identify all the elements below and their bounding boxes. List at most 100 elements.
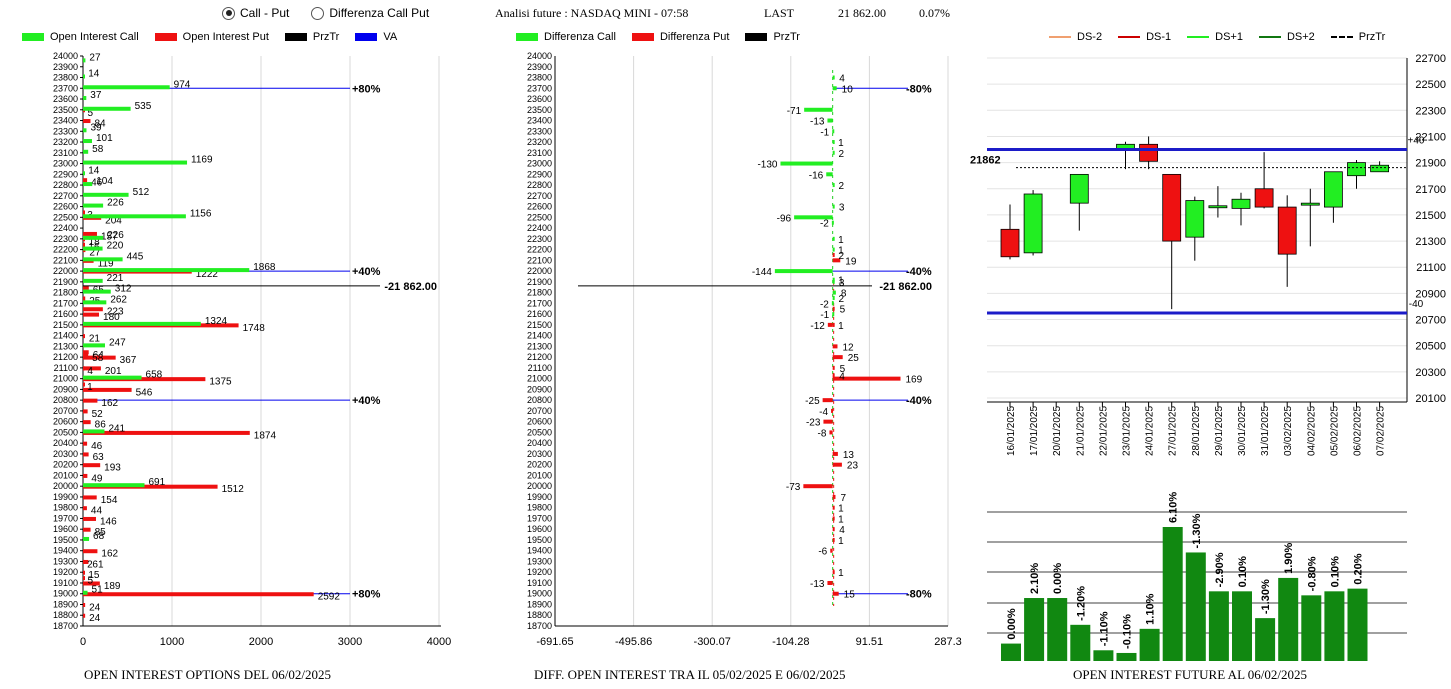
diff-put-bar xyxy=(827,322,833,327)
oi-put-bar xyxy=(83,387,132,392)
diff-va-label: -80% xyxy=(906,83,932,95)
candle-date-label: 03/02/2025 xyxy=(1283,406,1294,456)
oi-y-tick: 22800 xyxy=(53,180,78,190)
candle-body xyxy=(1254,188,1274,208)
diff-y-tick: 19100 xyxy=(527,578,552,588)
oi-put-value: 157 xyxy=(101,231,118,242)
oi-put-value: 46 xyxy=(91,178,103,189)
diff-put-value: -25 xyxy=(805,396,820,407)
diff-put-value: -12 xyxy=(810,321,825,332)
oi-call-value: 226 xyxy=(107,198,124,209)
diff-call-value: -96 xyxy=(777,213,792,224)
oi-y-tick: 20300 xyxy=(53,449,78,459)
legend-swatch-diff-call xyxy=(516,33,538,41)
oi-call-bar xyxy=(83,192,129,197)
oi-put-bar xyxy=(83,398,98,403)
diff-x-tick: 91.51 xyxy=(856,636,884,648)
oi-put-value: 1375 xyxy=(209,377,232,388)
diff-y-tick: 21700 xyxy=(527,298,552,308)
oi-y-tick: 24000 xyxy=(53,51,78,61)
oi-put-bar xyxy=(83,178,88,183)
candle-level-label: +40 xyxy=(1408,136,1425,147)
future-bar-label: 1.90% xyxy=(1283,543,1295,574)
oi-call-bar xyxy=(83,203,104,208)
diff-put-value: 1 xyxy=(838,321,844,332)
diff-x-tick: -691.65 xyxy=(536,636,573,648)
oi-y-tick: 18800 xyxy=(53,610,78,620)
radio-differenza[interactable]: Differenza Call Put xyxy=(311,6,429,20)
diff-y-tick: 21200 xyxy=(527,352,552,362)
oi-put-value: 64 xyxy=(93,350,105,361)
oi-call-bar xyxy=(83,375,142,380)
diff-call-bar xyxy=(832,290,836,295)
diff-call-bar xyxy=(832,277,835,282)
oi-put-bar xyxy=(83,355,116,360)
diff-y-tick: 23600 xyxy=(527,94,552,104)
diff-put-value: 19 xyxy=(845,256,857,267)
candle-body xyxy=(1300,202,1320,206)
oi-put-bar xyxy=(83,441,88,446)
oi-y-tick: 23100 xyxy=(53,148,78,158)
oi-put-value: 63 xyxy=(93,452,105,463)
oi-y-tick: 19500 xyxy=(53,535,78,545)
oi-y-tick: 19600 xyxy=(53,524,78,534)
diff-y-tick: 20500 xyxy=(527,427,552,437)
oi-y-tick: 23600 xyxy=(53,94,78,104)
last-label: LAST xyxy=(764,6,794,20)
mode-radio-group: Call - Put Differenza Call Put xyxy=(222,6,451,20)
legend-line-prztr xyxy=(1330,36,1353,38)
legend-swatch-prztr xyxy=(284,33,307,41)
oi-put-bar xyxy=(83,312,100,317)
future-footer-title: OPEN INTEREST FUTURE AL 06/02/2025 xyxy=(1073,667,1308,682)
future-bar-label: 0.00% xyxy=(1006,608,1018,639)
oi-call-bar xyxy=(83,235,104,240)
diff-call-bar xyxy=(831,301,834,306)
legend-swatch-put xyxy=(154,33,177,41)
diff-call-value: -13 xyxy=(810,117,825,128)
diff-put-bar xyxy=(832,355,843,360)
diff-call-value: 1 xyxy=(838,246,844,257)
diff-y-tick: 21900 xyxy=(527,277,552,287)
oi-call-value: 104 xyxy=(96,176,113,187)
oi-put-bar xyxy=(83,382,85,387)
diff-y-tick: 21400 xyxy=(527,331,552,341)
oi-put-bar xyxy=(83,473,88,478)
diff-call-value: 2 xyxy=(838,181,844,192)
oi-call-bar xyxy=(83,268,250,273)
candle-date-label: 17/01/2025 xyxy=(1029,406,1040,456)
oi-call-value: 226 xyxy=(107,230,124,241)
diff-y-tick: 23200 xyxy=(527,137,552,147)
oi-put-value: 86 xyxy=(95,420,107,431)
diff-y-tick: 18900 xyxy=(527,599,552,609)
oi-call-value: 221 xyxy=(107,273,124,284)
oi-put-bar xyxy=(83,420,91,425)
oi-call-value: 68 xyxy=(93,531,105,542)
diff-call-bar xyxy=(832,236,835,241)
diff-y-tick: 23700 xyxy=(527,83,552,93)
future-bar-label: 2.10% xyxy=(1029,563,1041,594)
change-value: 0.07% xyxy=(919,6,950,20)
diff-y-tick: 22600 xyxy=(527,202,552,212)
candle-y-tick: 21900 xyxy=(1415,158,1446,170)
oi-y-tick: 19000 xyxy=(53,589,78,599)
diff-y-tick: 22800 xyxy=(527,180,552,190)
oi-put-bar xyxy=(83,353,89,358)
future-bar-label: 1.10% xyxy=(1145,593,1157,624)
diff-y-tick: 20700 xyxy=(527,406,552,416)
diff-x-tick: -104.28 xyxy=(772,636,809,648)
oi-call-value: 1169 xyxy=(191,155,213,166)
oi-y-tick: 20800 xyxy=(53,395,78,405)
radio-call-put[interactable]: Call - Put xyxy=(222,6,289,20)
oi-put-value: 15 xyxy=(88,570,100,581)
future-bar xyxy=(1139,628,1160,661)
future-bar xyxy=(1024,598,1045,661)
oi-call-bar xyxy=(83,182,93,187)
future-bar-label: -2.90% xyxy=(1214,552,1226,587)
oi-put-value: 1748 xyxy=(243,323,266,334)
oi-call-bar xyxy=(83,96,87,101)
legend-swatch-call xyxy=(22,33,44,41)
diff-call-bar xyxy=(832,129,835,134)
candle-y-tick: 22500 xyxy=(1415,79,1446,91)
candle-body xyxy=(1185,200,1205,238)
oi-put-value: 84 xyxy=(94,119,106,130)
